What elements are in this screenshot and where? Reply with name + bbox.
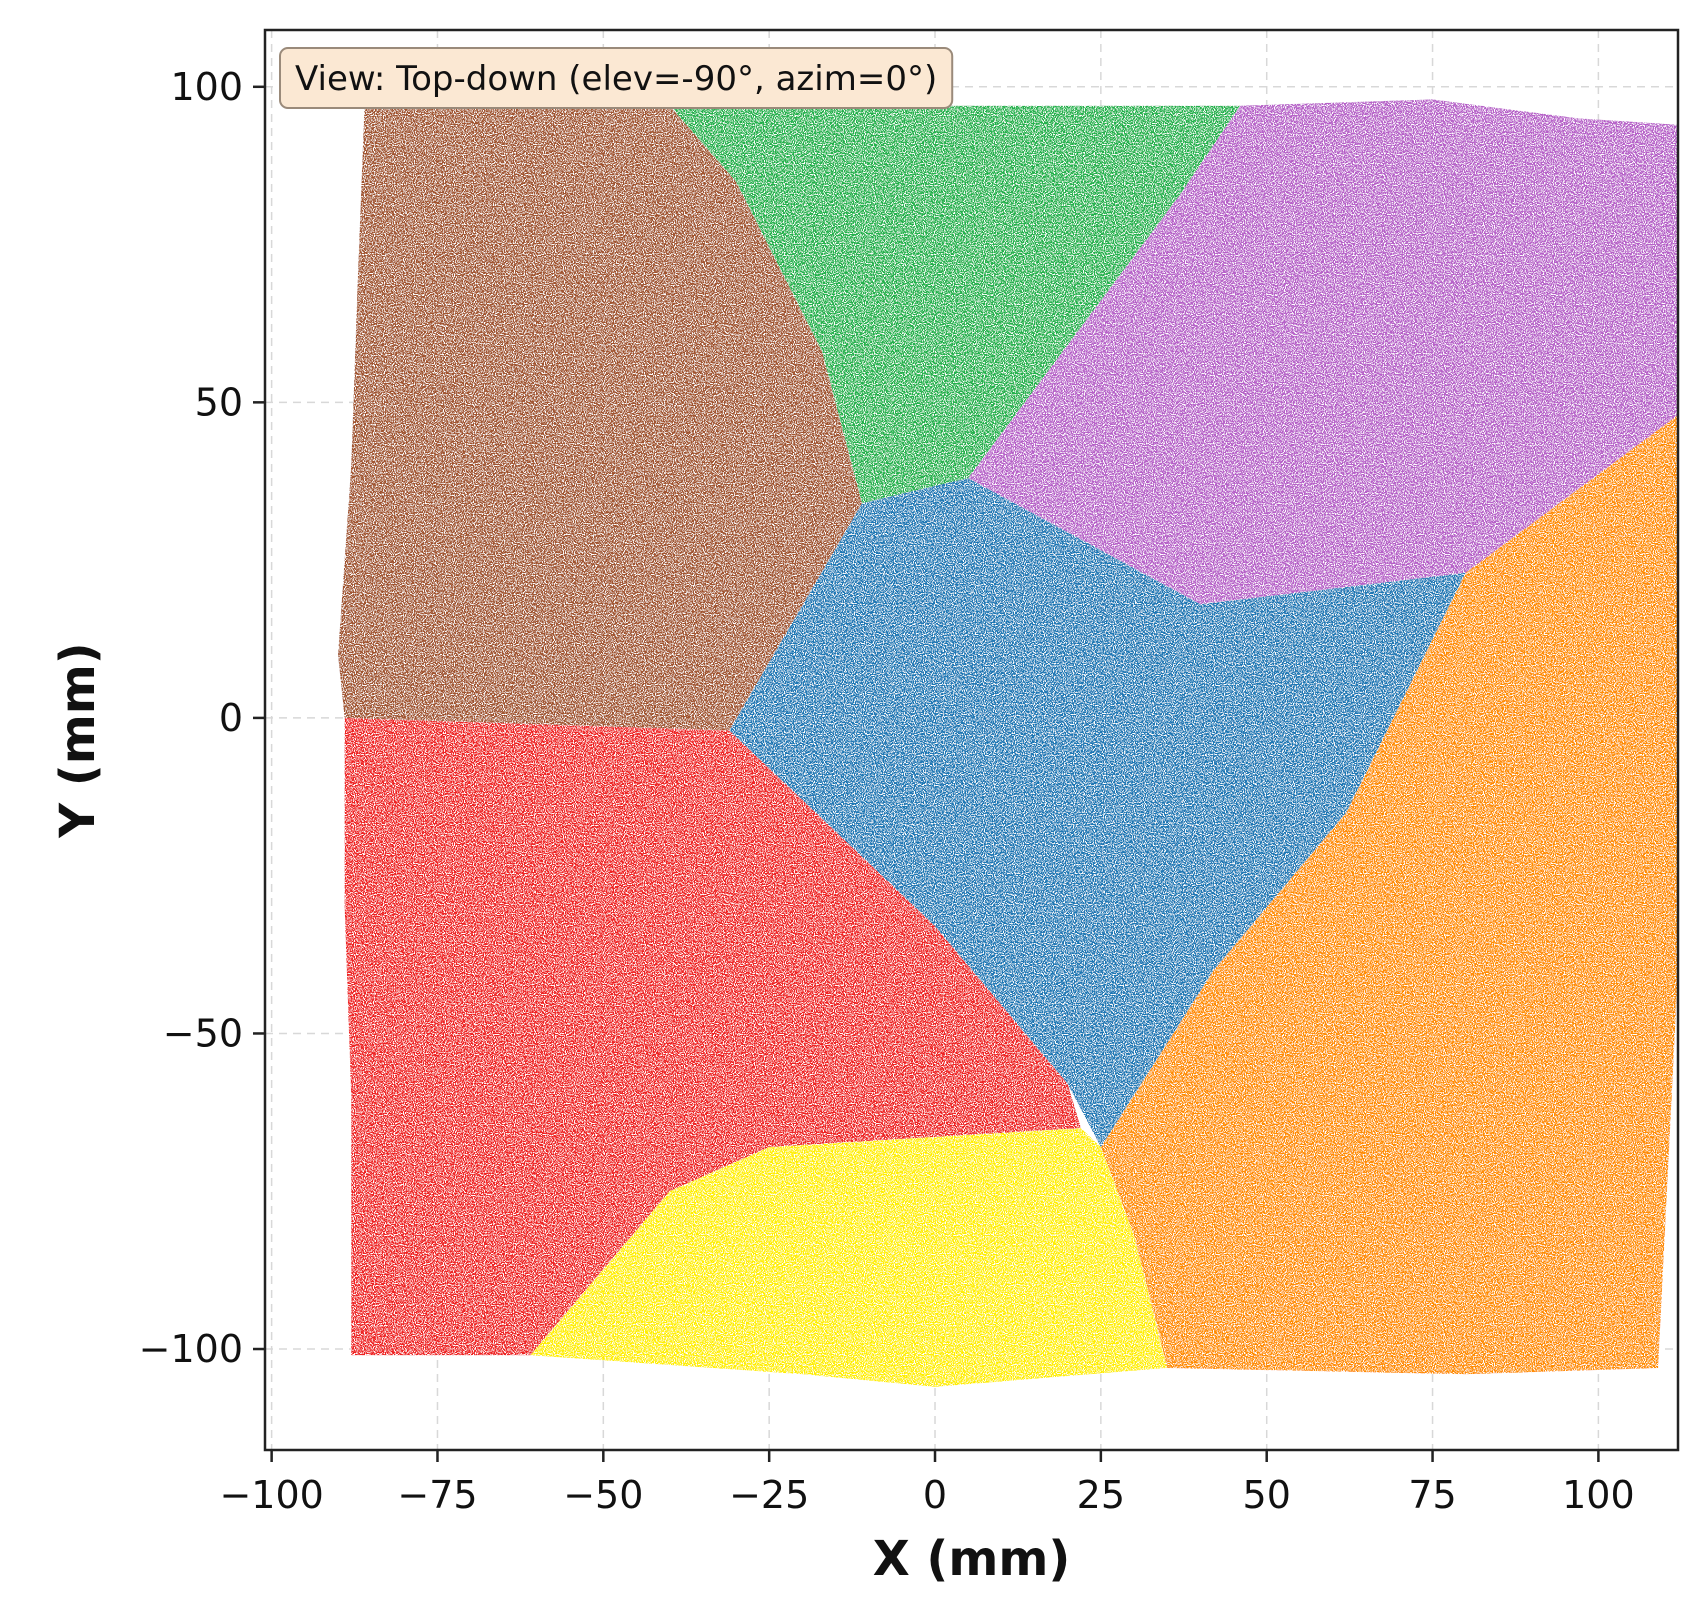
plot-frame [263, 28, 1680, 1452]
y-tick-label: −50 [163, 1011, 243, 1055]
point-cluster-5 [1100, 415, 1678, 1375]
annotation-text: View: Top-down (elev=-90°, azim=0°) [295, 59, 937, 99]
y-tick-label: 0 [219, 696, 243, 740]
point-cluster-7 [530, 1128, 1168, 1387]
point-cluster-2 [669, 105, 1241, 504]
point-cluster-1 [338, 105, 862, 731]
x-axis: −100 −75 −50 −25 0 25 50 75 100 [219, 1450, 1635, 1517]
y-axis-label: Y (mm) [50, 642, 106, 838]
y-tick-label: 100 [170, 65, 243, 109]
y-axis: −100 −50 0 50 100 [139, 65, 265, 1371]
point-cluster-4 [729, 478, 1466, 1148]
point-cluster-3 [968, 99, 1678, 605]
x-tick-label: 0 [923, 1473, 947, 1517]
annotation-box [279, 47, 954, 109]
y-tick-label: −100 [139, 1327, 243, 1371]
x-axis-label: X (mm) [873, 1531, 1071, 1587]
x-tick-label: 75 [1408, 1473, 1456, 1517]
view-annotation: View: Top-down (elev=-90°, azim=0°) [279, 47, 954, 109]
y-tick-label: 50 [195, 380, 243, 424]
data-regions [338, 99, 1678, 1387]
x-tick-label: 100 [1562, 1473, 1635, 1517]
x-tick-label: −50 [563, 1473, 643, 1517]
x-tick-label: 50 [1243, 1473, 1291, 1517]
x-tick-label: −75 [397, 1473, 477, 1517]
x-tick-label: 25 [1077, 1473, 1125, 1517]
point-cluster-6 [344, 717, 1082, 1356]
x-tick-label: −25 [729, 1473, 809, 1517]
x-tick-label: −100 [219, 1473, 323, 1517]
